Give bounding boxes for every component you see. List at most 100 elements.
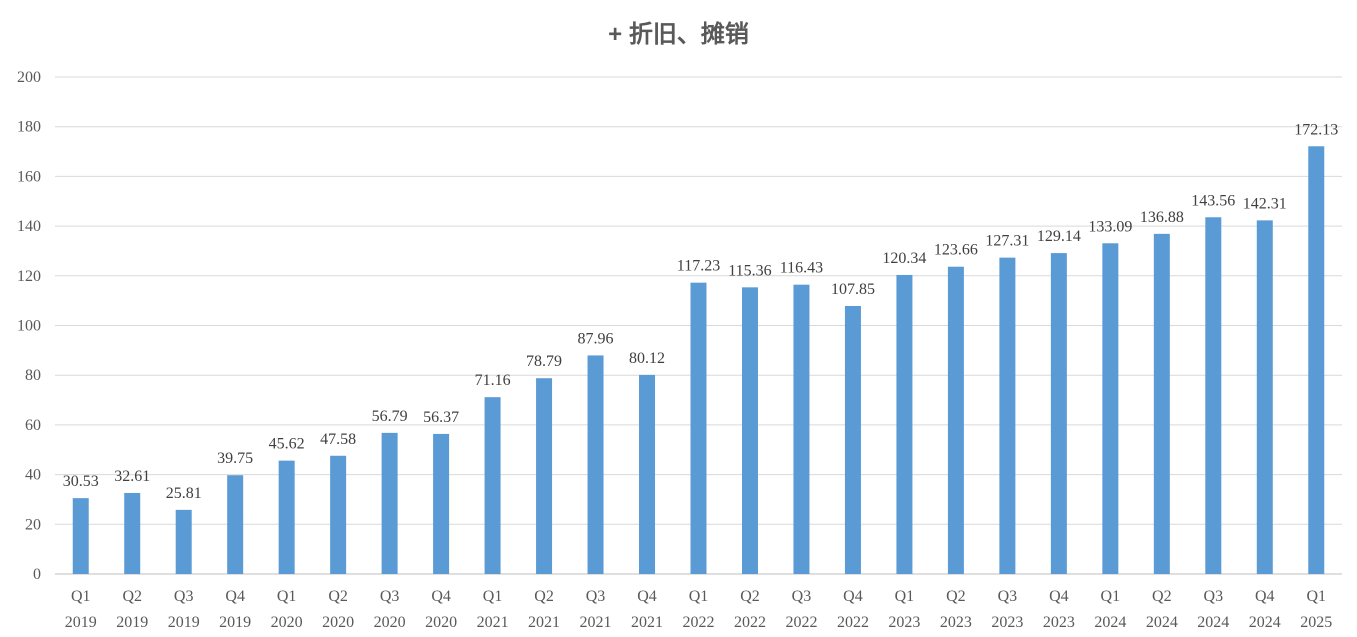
x-tick-quarter: Q1 [1101, 588, 1121, 605]
data-labels: 30.53 32.61 25.81 39.75 45.62 47.58 56.79 56.37… [63, 121, 1339, 502]
x-tick-quarter: Q4 [637, 588, 657, 605]
data-label: 30.53 [63, 473, 99, 490]
y-tick-label: 40 [25, 467, 41, 484]
bar [1256, 220, 1273, 574]
x-tick-quarter: Q1 [277, 588, 297, 605]
bar [278, 460, 295, 574]
x-tick-year: 2023 [991, 614, 1023, 631]
bar [639, 374, 656, 574]
bar [1308, 146, 1325, 574]
bar [947, 266, 964, 574]
y-tick-label: 200 [17, 69, 41, 86]
x-tick-year: 2019 [116, 614, 148, 631]
x-tick-year: 2020 [425, 614, 457, 631]
data-label: 56.79 [372, 408, 408, 425]
data-label: 142.31 [1243, 195, 1287, 212]
x-tick-year: 2021 [528, 614, 560, 631]
bar [381, 432, 398, 574]
data-label: 32.61 [114, 468, 150, 485]
y-tick-label: 140 [17, 218, 41, 235]
bar [227, 475, 244, 574]
y-tick-label: 60 [25, 417, 41, 434]
x-tick-year: 2021 [631, 614, 663, 631]
x-tick-quarter: Q3 [998, 588, 1018, 605]
data-label: 172.13 [1294, 121, 1338, 138]
x-tick-year: 2021 [477, 614, 509, 631]
x-tick-year: 2019 [65, 614, 97, 631]
x-tick-year: 2020 [374, 614, 406, 631]
y-tick-label: 160 [17, 168, 41, 185]
x-tick-quarter: Q3 [380, 588, 400, 605]
x-tick-year: 2022 [734, 614, 766, 631]
data-label: 143.56 [1191, 192, 1235, 209]
x-tick-year: 2022 [785, 614, 817, 631]
x-tick-quarter: Q2 [1152, 588, 1172, 605]
data-label: 107.85 [831, 281, 875, 298]
bar [690, 282, 707, 574]
x-tick-year: 2019 [168, 614, 200, 631]
data-label: 25.81 [166, 485, 202, 502]
data-label: 116.43 [780, 260, 823, 277]
x-tick-year: 2022 [683, 614, 715, 631]
data-label: 136.88 [1140, 209, 1184, 226]
x-tick-year: 2024 [1249, 614, 1281, 631]
bar [175, 509, 192, 574]
data-label: 87.96 [578, 330, 614, 347]
y-tick-label: 120 [17, 268, 41, 285]
x-tick-year: 2021 [580, 614, 612, 631]
x-tick-year: 2023 [888, 614, 920, 631]
x-tick-year: 2020 [271, 614, 303, 631]
bar [844, 305, 861, 574]
y-tick-label: 180 [17, 119, 41, 136]
x-tick-year: 2024 [1094, 614, 1126, 631]
data-label: 127.31 [985, 233, 1029, 250]
x-tick-quarter: Q3 [792, 588, 812, 605]
bar [330, 455, 347, 574]
bar [1102, 243, 1119, 574]
x-tick-quarter: Q4 [843, 588, 863, 605]
data-label: 56.37 [423, 409, 459, 426]
data-label: 78.79 [526, 353, 562, 370]
x-tick-year: 2023 [940, 614, 972, 631]
x-tick-quarter: Q3 [1204, 588, 1224, 605]
x-tick-quarter: Q1 [689, 588, 709, 605]
x-tick-year: 2019 [219, 614, 251, 631]
x-tick-quarter: Q2 [740, 588, 760, 605]
bar [72, 498, 89, 574]
x-tick-quarter: Q3 [586, 588, 606, 605]
x-tick-quarter: Q4 [1255, 588, 1275, 605]
x-tick-quarter: Q1 [1306, 588, 1326, 605]
bar [1205, 217, 1222, 574]
x-tick-quarter: Q4 [431, 588, 451, 605]
bar [741, 287, 758, 574]
x-tick-year: 2024 [1146, 614, 1178, 631]
bar [536, 378, 553, 574]
x-tick-quarter: Q1 [895, 588, 915, 605]
y-axis: 0 20 40 60 80 100 120 140 160 180 200 [17, 69, 41, 583]
bars [72, 146, 1325, 574]
data-label: 129.14 [1037, 228, 1081, 245]
data-label: 80.12 [629, 350, 665, 367]
y-tick-label: 100 [17, 318, 41, 335]
x-tick-quarter: Q1 [71, 588, 91, 605]
x-tick-quarter: Q2 [534, 588, 554, 605]
x-tick-quarter: Q2 [122, 588, 142, 605]
y-tick-label: 80 [25, 367, 41, 384]
data-label: 120.34 [882, 250, 926, 267]
x-tick-year: 2022 [837, 614, 869, 631]
x-tick-year: 2025 [1300, 614, 1332, 631]
bar [1153, 233, 1170, 574]
x-tick-year: 2024 [1197, 614, 1229, 631]
data-label: 45.62 [269, 436, 305, 453]
bar [793, 284, 810, 574]
bar [484, 397, 501, 574]
bar [1050, 253, 1067, 574]
bar [124, 492, 141, 574]
data-label: 47.58 [320, 431, 356, 448]
data-label: 39.75 [217, 450, 253, 467]
chart-title: + 折旧、摊销 [608, 21, 749, 48]
x-tick-quarter: Q2 [946, 588, 966, 605]
x-tick-quarter: Q4 [1049, 588, 1069, 605]
